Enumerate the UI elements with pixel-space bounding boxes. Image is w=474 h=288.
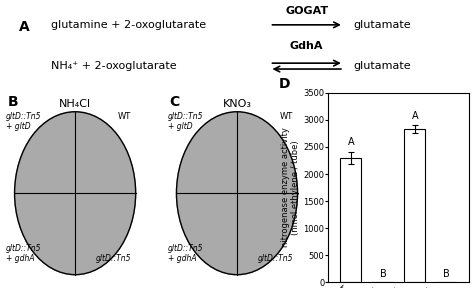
Text: GdhA: GdhA: [290, 41, 323, 51]
Text: D: D: [279, 77, 291, 91]
Text: gltD::Tn5: gltD::Tn5: [258, 254, 293, 263]
Text: gltD::Tn5
+ gdhA: gltD::Tn5 + gdhA: [168, 244, 203, 263]
Text: B: B: [380, 269, 386, 279]
Text: A: A: [411, 111, 418, 121]
Text: glutamate: glutamate: [353, 20, 411, 30]
Text: glutamine + 2-oxoglutarate: glutamine + 2-oxoglutarate: [51, 20, 206, 30]
Text: WT: WT: [118, 112, 131, 121]
Text: B: B: [444, 269, 450, 279]
Y-axis label: nitrogenase enzyme activity
(nmol ethylene / tube): nitrogenase enzyme activity (nmol ethyle…: [281, 128, 301, 247]
Text: A: A: [18, 20, 29, 34]
Text: gltD::Tn5
+ gdhA: gltD::Tn5 + gdhA: [6, 244, 42, 263]
Circle shape: [15, 112, 136, 275]
Text: glutamate: glutamate: [353, 61, 411, 71]
Text: gltD::Tn5: gltD::Tn5: [96, 254, 131, 263]
Text: NH₄⁺ + 2-oxoglutarate: NH₄⁺ + 2-oxoglutarate: [51, 61, 177, 71]
Text: NH₄Cl: NH₄Cl: [59, 98, 91, 109]
Text: gltD::Tn5
+ gltD: gltD::Tn5 + gltD: [6, 112, 42, 131]
Text: C: C: [169, 95, 180, 109]
Text: GOGAT: GOGAT: [285, 6, 328, 16]
Text: A: A: [347, 137, 354, 147]
Text: WT: WT: [280, 112, 293, 121]
Bar: [340, 158, 361, 282]
Text: gltD::Tn5
+ gltD: gltD::Tn5 + gltD: [168, 112, 203, 131]
Text: B: B: [8, 95, 18, 109]
Circle shape: [176, 112, 298, 275]
Text: KNO₃: KNO₃: [222, 98, 252, 109]
Bar: [404, 129, 425, 282]
